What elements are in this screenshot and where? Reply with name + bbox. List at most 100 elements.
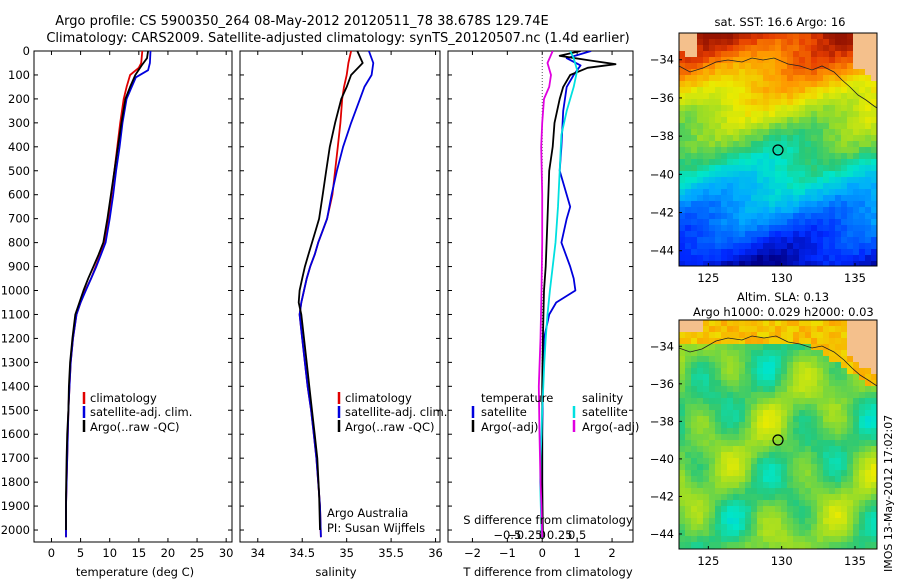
map-cell <box>787 237 793 243</box>
x-tick-label: 0 <box>539 546 546 560</box>
map-cell <box>757 63 763 69</box>
map-cell <box>781 434 787 440</box>
map-cell <box>853 524 859 530</box>
map-cell <box>727 332 733 338</box>
map-cell <box>727 320 733 326</box>
map-cell <box>787 398 793 404</box>
map-cell <box>835 249 841 255</box>
map-cell <box>745 159 751 165</box>
map-cell <box>697 183 703 189</box>
map-cell <box>757 350 763 356</box>
map-cell <box>787 488 793 494</box>
map-cell <box>715 87 721 93</box>
map-cell <box>823 153 829 159</box>
map-cell <box>745 147 751 153</box>
map-cell <box>721 446 727 452</box>
map-cell <box>751 488 757 494</box>
map-cell <box>679 320 685 326</box>
map-cell <box>691 452 697 458</box>
map-cell <box>841 195 847 201</box>
map-cell <box>715 452 721 458</box>
map-cell <box>817 464 823 470</box>
map-cell <box>847 201 853 207</box>
map-cell <box>871 51 877 57</box>
map-cell <box>733 87 739 93</box>
map-cell <box>787 231 793 237</box>
map-cell <box>847 243 853 249</box>
map-cell <box>787 344 793 350</box>
map-cell <box>871 506 877 512</box>
map-cell <box>739 57 745 63</box>
map-cell <box>859 386 865 392</box>
map-cell <box>805 506 811 512</box>
map-cell <box>817 518 823 524</box>
map-cell <box>817 117 823 123</box>
map-cell <box>721 506 727 512</box>
map-cell <box>763 57 769 63</box>
map-cell <box>835 386 841 392</box>
map-cell <box>829 464 835 470</box>
map-cell <box>835 446 841 452</box>
map-cell <box>853 213 859 219</box>
map-cell <box>757 344 763 350</box>
map-cell <box>721 326 727 332</box>
map-cell <box>835 159 841 165</box>
map-cell <box>739 261 745 266</box>
map-cell <box>871 63 877 69</box>
map-cell <box>841 75 847 81</box>
map-cell <box>781 123 787 129</box>
map-cell <box>709 320 715 326</box>
map-cell <box>793 416 799 422</box>
map-cell <box>679 99 685 105</box>
map-cell <box>853 57 859 63</box>
map-cell <box>775 81 781 87</box>
map-cell <box>685 99 691 105</box>
map-cell <box>739 434 745 440</box>
map-cell <box>691 440 697 446</box>
map-cell <box>733 320 739 326</box>
map-cell <box>739 69 745 75</box>
map-cell <box>745 69 751 75</box>
map-cell <box>859 201 865 207</box>
map-cell <box>793 111 799 117</box>
map-cell <box>793 452 799 458</box>
map-cell <box>727 99 733 105</box>
map-cell <box>805 518 811 524</box>
map-cell <box>847 81 853 87</box>
map-cell <box>715 476 721 482</box>
map-cell <box>763 261 769 266</box>
map-cell <box>703 243 709 249</box>
map-cell <box>817 207 823 213</box>
map-cell <box>739 153 745 159</box>
map-cell <box>745 225 751 231</box>
map-cell <box>679 332 685 338</box>
map-cell <box>853 500 859 506</box>
map-cell <box>817 494 823 500</box>
map-cell <box>865 159 871 165</box>
map-cell <box>721 362 727 368</box>
map-cell <box>799 105 805 111</box>
map-cell <box>703 398 709 404</box>
map-cell <box>769 410 775 416</box>
map-cell <box>721 171 727 177</box>
map-cell <box>817 362 823 368</box>
map-cell <box>865 374 871 380</box>
map-cell <box>709 57 715 63</box>
map-cell <box>805 386 811 392</box>
map-cell <box>787 404 793 410</box>
map-cell <box>709 63 715 69</box>
map-cell <box>805 123 811 129</box>
map-cell <box>697 338 703 344</box>
map-cell <box>697 392 703 398</box>
map-cell <box>805 195 811 201</box>
map-lon-label: 135 <box>844 554 866 568</box>
map-cell <box>703 512 709 518</box>
map-cell <box>763 494 769 500</box>
map-cell <box>679 470 685 476</box>
map-cell <box>829 207 835 213</box>
map-cell <box>763 231 769 237</box>
map-cell <box>733 243 739 249</box>
map-cell <box>835 153 841 159</box>
map-cell <box>691 338 697 344</box>
map-cell <box>697 536 703 542</box>
